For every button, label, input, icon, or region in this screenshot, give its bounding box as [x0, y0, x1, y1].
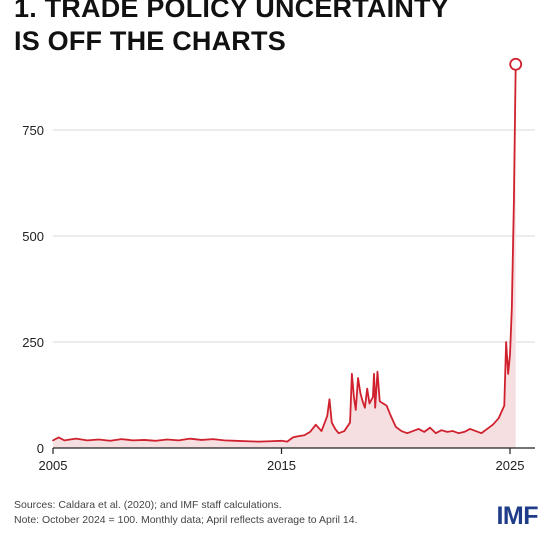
chart-footer: Sources: Caldara et al. (2020); and IMF …: [14, 498, 454, 528]
data-note: Note: October 2024 = 100. Monthly data; …: [14, 514, 358, 526]
y-tick-label: 250: [22, 335, 44, 350]
x-tick-label: 2005: [39, 458, 68, 473]
x-tick-label: 2015: [267, 458, 296, 473]
chart-title-line-1: 1. TRADE POLICY UNCERTAINTY: [14, 0, 449, 23]
series-area-fill: [53, 64, 516, 448]
label-layer: 0 250 500 750 2005 2015 2025: [22, 123, 524, 473]
series-line: [52, 63, 517, 443]
endpoint-marker: [509, 57, 523, 71]
axis-layer: [52, 447, 535, 454]
area-layer: [52, 57, 523, 448]
sources-note: Sources: Caldara et al. (2020); and IMF …: [14, 499, 282, 511]
y-tick-label: 500: [22, 229, 44, 244]
y-tick-label: 750: [22, 123, 44, 138]
y-tick-label: 0: [37, 441, 44, 456]
imf-logo: IMF: [496, 502, 538, 530]
chart-title: 1. TRADE POLICY UNCERTAINTY IS OFF THE C…: [14, 0, 534, 58]
chart-title-line-2: IS OFF THE CHARTS: [14, 26, 286, 56]
x-tick-label: 2025: [496, 458, 525, 473]
grid-layer: [53, 129, 535, 343]
